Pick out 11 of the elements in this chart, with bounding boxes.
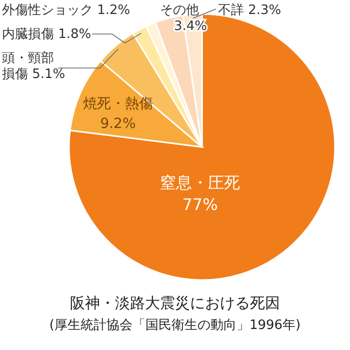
slice-label: 頭・頸部損傷 5.1%: [2, 51, 66, 82]
slice-label: 内臓損傷 1.8%: [2, 27, 92, 42]
slice-label: 焼死・熱傷: [83, 96, 153, 112]
text: 阪神・淡路大震災における死因: [70, 294, 280, 312]
text: (厚生統計協会「国民衛生の動向」1996年): [49, 318, 301, 333]
slice-label: 外傷性ショック 1.2%: [2, 3, 130, 18]
slice-label: 窒息・圧死: [160, 173, 240, 192]
slice-label: その他: [160, 3, 199, 18]
slice-label: 不詳 2.3%: [218, 3, 282, 18]
data-label: 77%: [182, 195, 218, 214]
data-label: 9.2%: [100, 116, 136, 132]
